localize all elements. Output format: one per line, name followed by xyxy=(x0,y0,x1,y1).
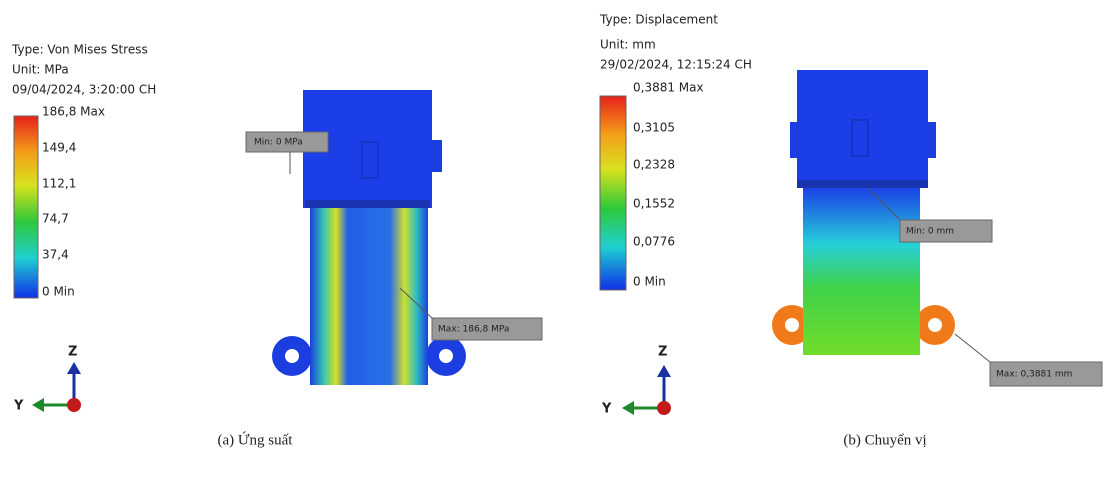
type-label: Type: Displacement xyxy=(599,13,718,27)
axis-label: Y xyxy=(13,399,24,414)
legend-label: 0,0776 xyxy=(633,235,675,249)
panel-stress: Type: Von Mises Stress Unit: MPa 09/04/2… xyxy=(11,43,542,449)
color-scale xyxy=(600,96,626,290)
axis-label: Y xyxy=(601,402,612,417)
legend-label: 0,1552 xyxy=(633,197,675,211)
callout-leader xyxy=(955,334,990,362)
legend-label: 186,8 Max xyxy=(42,105,105,119)
legend-label: 149,4 xyxy=(42,141,76,155)
axis-triad: Z Y xyxy=(601,345,671,417)
timestamp: 29/02/2024, 12:15:24 CH xyxy=(600,58,752,72)
callout: Max: 186,8 MPa xyxy=(438,325,509,335)
type-label: Type: Von Mises Stress xyxy=(11,43,148,57)
callout: Max: 0,3881 mm xyxy=(996,370,1072,380)
figure: Type: Von Mises Stress Unit: MPa 09/04/2… xyxy=(0,0,1105,474)
part-model xyxy=(772,70,955,355)
legend-label: 0 Min xyxy=(42,285,75,299)
legend-label: 74,7 xyxy=(42,212,69,226)
timestamp: 09/04/2024, 3:20:00 CH xyxy=(12,83,156,97)
legend-label: 112,1 xyxy=(42,177,76,191)
legend-label: 0,3881 Max xyxy=(633,81,704,95)
axis-triad: Z Y xyxy=(13,345,81,414)
caption: (a) Ứng suất xyxy=(218,431,294,448)
legend-label: 0,3105 xyxy=(633,121,675,135)
unit-label: Unit: mm xyxy=(600,38,656,52)
legend-label: 37,4 xyxy=(42,248,69,262)
panel-displacement: Type: Displacement Unit: mm 29/02/2024, … xyxy=(599,13,1102,449)
legend-label: 0,2328 xyxy=(633,158,675,172)
axis-label: Z xyxy=(68,345,77,360)
caption: (b) Chuyển vị xyxy=(843,432,926,448)
callout: Min: 0 MPa xyxy=(254,138,303,148)
axis-label: Z xyxy=(658,345,667,360)
unit-label: Unit: MPa xyxy=(12,63,69,77)
color-scale xyxy=(14,116,38,298)
legend-label: 0 Min xyxy=(633,275,666,289)
callout: Min: 0 mm xyxy=(906,227,954,237)
